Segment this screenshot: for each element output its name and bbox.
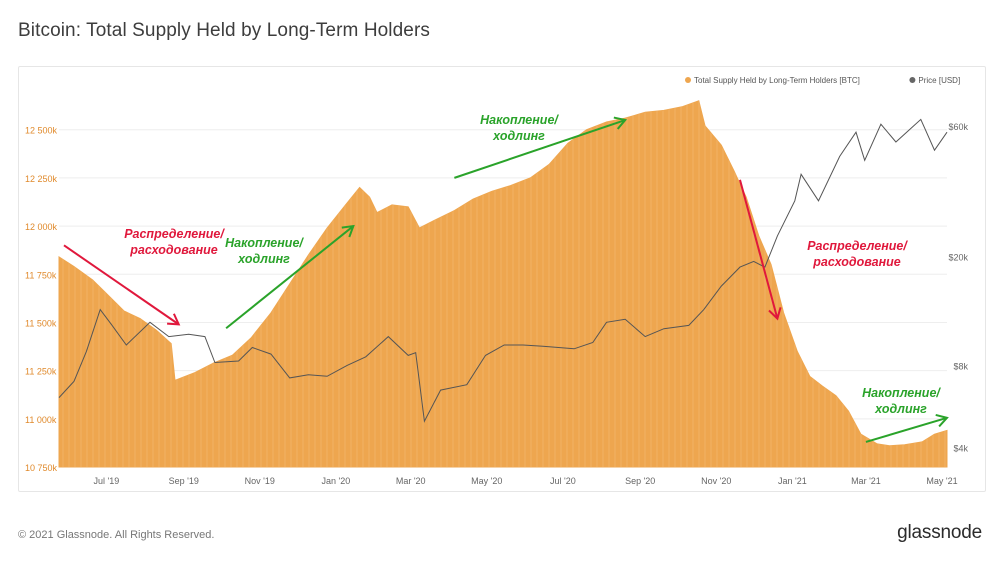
x-tick-label: Sep '20 [625,476,655,486]
annotation-arrow [865,416,948,443]
annotation-arrow [739,179,779,319]
y-left-tick-label: 11 500k [25,318,57,328]
y-left-tick-label: 11 000k [25,415,57,425]
x-tick-label: May '20 [471,476,502,486]
annotation-arrowhead [768,307,782,321]
y-left-tick-label: 12 000k [25,222,58,232]
y-left-tick-label: 10 750k [25,463,58,473]
annotation-arrowhead [613,116,628,130]
x-tick-label: Jul '20 [550,476,576,486]
annotation-label: Накопление/ [862,386,941,400]
y-left-tick-label: 12 500k [25,126,58,136]
supply-area [58,100,948,468]
x-tick-label: Nov '20 [701,476,731,486]
y-left-tick-label: 11 250k [25,367,57,377]
brand-logo[interactable]: glassnode [897,522,982,543]
annotation-label: ходлинг [492,129,545,143]
x-tick-label: Mar '21 [851,476,881,486]
y-right-tick-label: $60k [948,122,968,132]
annotation-label: расходование [129,243,218,257]
x-tick-label: Nov '19 [245,476,275,486]
annotation-label: Распределение/ [124,227,225,241]
price-line [58,118,948,423]
annotation-label: Накопление/ [480,113,559,127]
x-tick-label: Jul '19 [94,476,120,486]
copyright-footer: © 2021 Glassnode. All Rights Reserved. [18,529,215,541]
annotation-label: расходование [812,255,901,269]
legend-swatch [909,77,916,83]
y-left-tick-label: 11 750k [25,270,57,280]
x-tick-label: Sep '19 [169,476,199,486]
x-tick-label: May '21 [926,476,957,486]
legend-swatch [685,77,691,83]
annotation-label: ходлинг [874,402,927,416]
legend-label: Total Supply Held by Long-Term Holders [… [694,76,860,85]
annotation-arrow [225,225,354,330]
annotation-label: Накопление/ [225,236,304,250]
annotation-arrowhead [167,313,181,326]
x-tick-label: Mar '20 [396,476,426,486]
y-right-tick-label: $8k [953,361,968,371]
y-right-tick-label: $20k [948,253,968,263]
chart-title: Bitcoin: Total Supply Held by Long-Term … [18,20,430,41]
annotation-arrow [454,119,626,179]
y-left-tick-label: 12 250k [25,174,58,184]
x-tick-label: Jan '21 [778,476,807,486]
annotation-label: ходлинг [237,252,290,266]
annotation-arrowhead [935,413,949,428]
annotation-arrow [63,244,180,326]
annotation-arrowhead [341,224,355,238]
annotation-label: Распределение/ [807,239,908,253]
legend-label: Price [USD] [918,76,960,85]
x-tick-label: Jan '20 [322,476,351,486]
y-right-tick-label: $4k [953,444,968,454]
